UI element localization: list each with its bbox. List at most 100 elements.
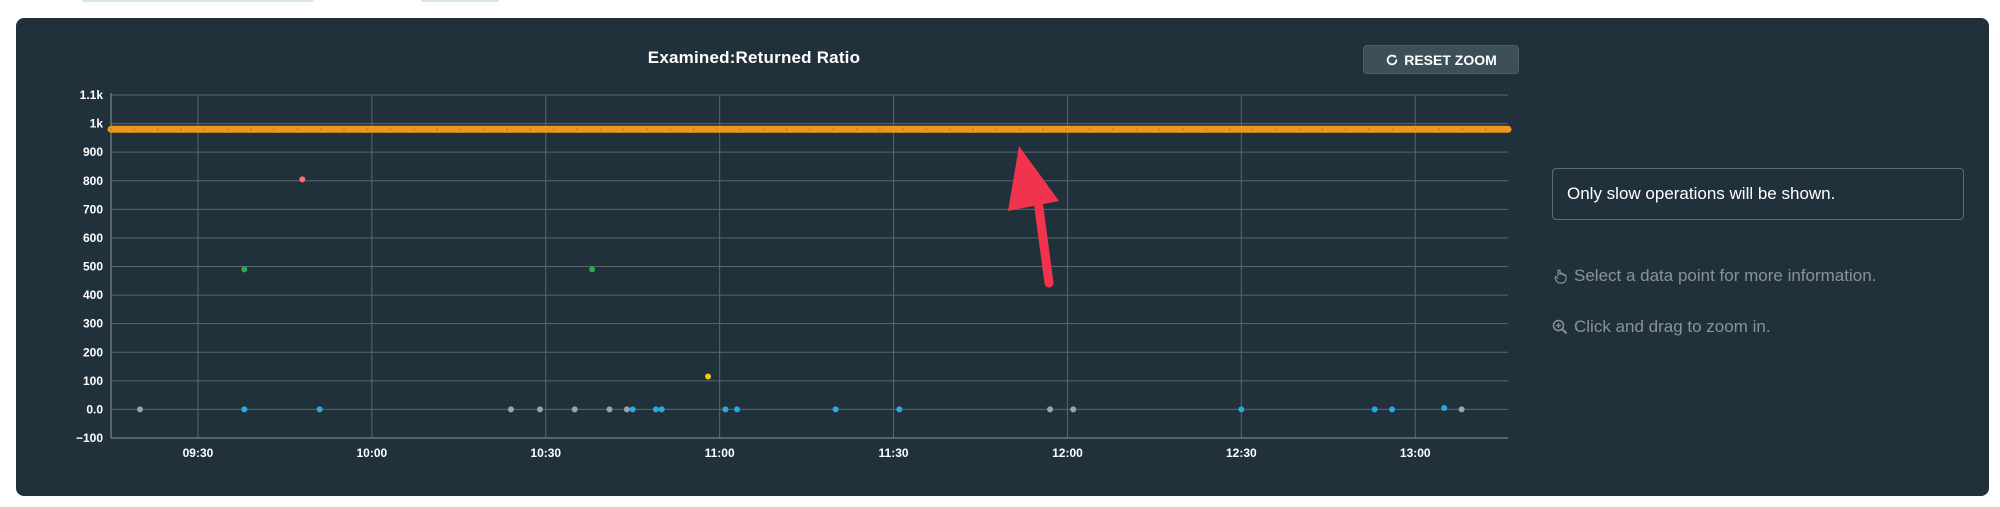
data-point bbox=[1181, 128, 1184, 131]
data-point bbox=[1368, 128, 1371, 131]
data-point bbox=[995, 128, 998, 131]
y-tick-label: 1k bbox=[90, 117, 104, 131]
data-point bbox=[552, 128, 555, 131]
x-tick-label: 11:30 bbox=[879, 446, 909, 458]
data-point bbox=[1158, 128, 1161, 131]
y-tick-label: 700 bbox=[83, 202, 103, 216]
data-point bbox=[203, 128, 206, 131]
data-point bbox=[1070, 406, 1077, 413]
data-point bbox=[1321, 128, 1324, 131]
data-point bbox=[436, 128, 439, 131]
data-point bbox=[948, 128, 951, 131]
data-point bbox=[459, 128, 462, 131]
data-point bbox=[1251, 128, 1254, 131]
zoom-hint: Click and drag to zoom in. bbox=[1552, 317, 1771, 337]
data-point bbox=[658, 406, 665, 413]
data-point bbox=[389, 128, 392, 131]
x-tick-label: 09:30 bbox=[183, 446, 214, 458]
data-point bbox=[1238, 406, 1245, 413]
data-point bbox=[366, 128, 369, 131]
data-point bbox=[179, 128, 182, 131]
data-point bbox=[705, 373, 712, 380]
data-point bbox=[623, 406, 630, 413]
data-point bbox=[136, 406, 143, 413]
select-point-hint-text: Select a data point for more information… bbox=[1574, 266, 1877, 285]
data-point bbox=[734, 406, 741, 413]
data-point bbox=[972, 128, 975, 131]
data-point bbox=[536, 406, 543, 413]
y-tick-label: 200 bbox=[83, 345, 103, 359]
data-point bbox=[1065, 128, 1068, 131]
data-point bbox=[507, 406, 514, 413]
data-point bbox=[692, 128, 695, 131]
x-tick-label: 10:00 bbox=[356, 446, 387, 458]
data-point bbox=[133, 128, 136, 131]
data-point bbox=[832, 406, 839, 413]
data-point bbox=[1135, 128, 1138, 131]
data-point bbox=[110, 128, 112, 131]
data-point bbox=[156, 128, 159, 131]
y-tick-label: 500 bbox=[83, 260, 103, 274]
x-tick-label: 11:00 bbox=[705, 446, 735, 458]
data-point bbox=[645, 128, 648, 131]
y-tick-label: 900 bbox=[83, 145, 103, 159]
data-point bbox=[1458, 406, 1465, 413]
data-point bbox=[226, 128, 229, 131]
scatter-chart[interactable]: −100 0.0 100 200 300 400 500 600 700 800 900 1k 1.1k… bbox=[16, 18, 1536, 458]
data-point bbox=[1441, 404, 1448, 411]
data-point bbox=[652, 406, 659, 413]
data-point bbox=[249, 128, 252, 131]
data-point bbox=[622, 128, 625, 131]
data-point bbox=[1438, 128, 1441, 131]
chart-title: Examined:Returned Ratio bbox=[647, 48, 861, 67]
data-point bbox=[785, 128, 788, 131]
data-point bbox=[273, 128, 276, 131]
data-point bbox=[482, 128, 485, 131]
data-point bbox=[1344, 128, 1347, 131]
data-point bbox=[296, 128, 299, 131]
data-point bbox=[241, 406, 248, 413]
y-tick-label: 0.0 bbox=[86, 402, 103, 416]
data-point bbox=[506, 128, 509, 131]
data-point bbox=[1111, 128, 1114, 131]
data-point bbox=[878, 128, 881, 131]
chart-panel: Examined:Returned Ratio RESET ZOOM −100 0… bbox=[16, 18, 1989, 496]
data-point bbox=[1275, 128, 1277, 131]
data-point bbox=[319, 128, 322, 131]
data-point bbox=[1414, 128, 1417, 131]
data-point bbox=[715, 128, 718, 131]
data-point bbox=[576, 128, 578, 131]
arrow-shaft bbox=[1032, 188, 1054, 288]
data-point bbox=[1484, 128, 1487, 131]
reset-zoom-button[interactable]: RESET ZOOM bbox=[1363, 45, 1519, 74]
data-point bbox=[1042, 128, 1044, 131]
data-point bbox=[722, 406, 729, 413]
top-strip bbox=[0, 0, 2000, 18]
data-point bbox=[1391, 128, 1394, 131]
reset-zoom-label: RESET ZOOM bbox=[1404, 51, 1497, 68]
top-tab-indicator bbox=[421, 0, 499, 2]
top-tab-indicator bbox=[82, 0, 314, 2]
data-point bbox=[669, 128, 672, 131]
data-point bbox=[571, 406, 578, 413]
data-point bbox=[299, 176, 306, 183]
data-point bbox=[1205, 128, 1208, 131]
y-tick-label: −100 bbox=[76, 431, 103, 445]
x-tick-label: 10:30 bbox=[530, 446, 561, 458]
data-point bbox=[855, 128, 858, 131]
y-tick-label: 300 bbox=[83, 317, 103, 331]
data-point bbox=[316, 406, 323, 413]
y-tick-label: 400 bbox=[83, 288, 103, 302]
data-point bbox=[241, 266, 248, 273]
data-point bbox=[1088, 128, 1091, 131]
y-tick-label: 1.1k bbox=[80, 88, 104, 102]
data-point bbox=[599, 128, 602, 131]
y-tick-label: 100 bbox=[83, 374, 103, 388]
data-point bbox=[896, 406, 903, 413]
data-point bbox=[589, 266, 596, 273]
data-point bbox=[1047, 406, 1054, 413]
data-point bbox=[606, 406, 613, 413]
data-point bbox=[1389, 406, 1396, 413]
pointer-hand-icon bbox=[1554, 269, 1567, 284]
data-point bbox=[1298, 128, 1301, 131]
